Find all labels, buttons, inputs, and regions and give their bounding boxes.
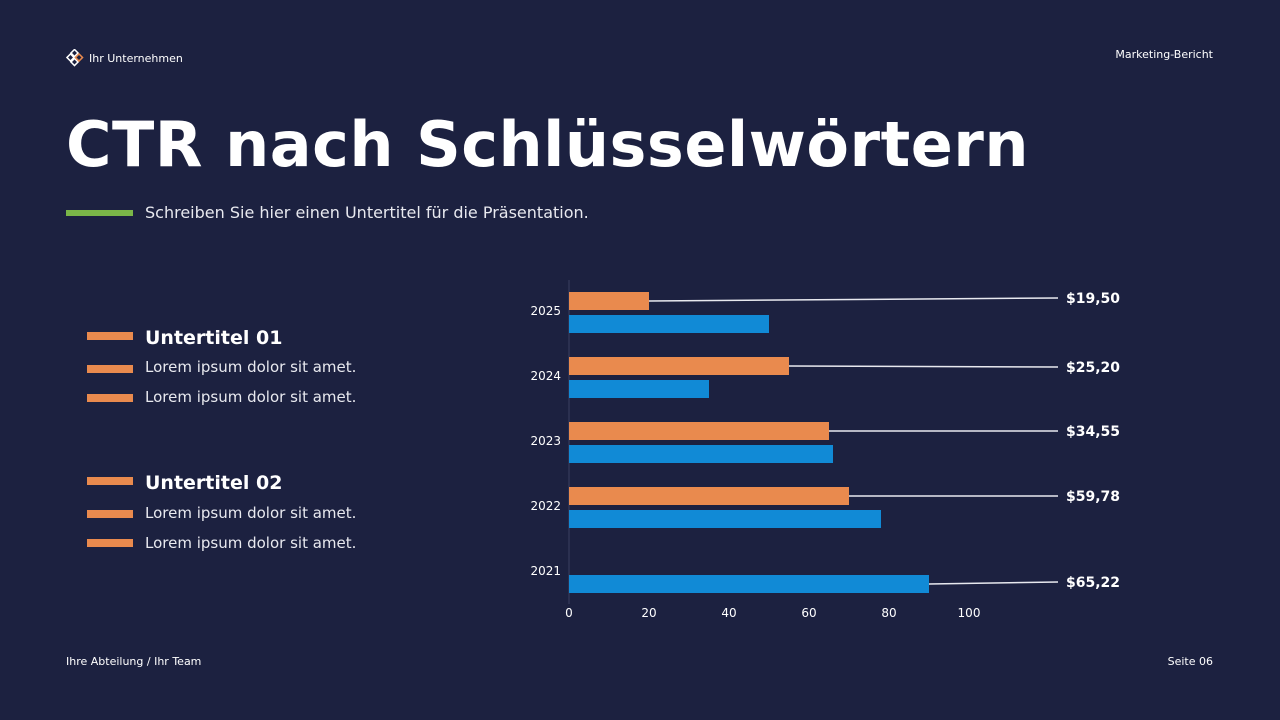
value-label: $34,55 [1066, 424, 1120, 440]
bullet-bar [87, 332, 133, 340]
x-tick-label: 20 [641, 606, 656, 620]
bar-2022-series1 [569, 487, 849, 505]
x-tick-label: 60 [801, 606, 816, 620]
y-tick-label: 2021 [530, 564, 561, 578]
value-label: $19,50 [1066, 291, 1120, 307]
x-tick-label: 0 [565, 606, 573, 620]
x-tick-label: 80 [881, 606, 896, 620]
company-logo: Ihr Unternehmen [66, 49, 183, 67]
bar-2024-series2 [569, 380, 709, 398]
diamond-grid-icon [66, 49, 84, 67]
value-label: $25,20 [1066, 360, 1120, 376]
bullet-bar [87, 394, 133, 402]
value-label: $65,22 [1066, 575, 1120, 591]
y-tick-label: 2024 [530, 369, 561, 383]
bar-2025-series2 [569, 315, 769, 333]
bullet-bar [87, 477, 133, 485]
x-tick-label: 100 [958, 606, 981, 620]
bar-2023-series1 [569, 422, 829, 440]
accent-line [66, 210, 133, 216]
bullet-bar [87, 365, 133, 373]
bullet-bar [87, 510, 133, 518]
bar-2024-series1 [569, 357, 789, 375]
page-subtitle: Schreiben Sie hier einen Untertitel für … [145, 203, 589, 222]
y-tick-label: 2025 [530, 304, 561, 318]
footer-team: Ihre Abteilung / Ihr Team [66, 655, 202, 668]
value-label: $59,78 [1066, 489, 1120, 505]
y-tick-label: 2023 [530, 434, 561, 448]
section-heading: Untertitel 01 [145, 327, 283, 349]
bar-2021-series2 [569, 575, 929, 593]
report-name: Marketing-Bericht [1115, 48, 1213, 61]
page-title: CTR nach Schlüsselwörtern [66, 108, 1029, 181]
page-number: Seite 06 [1167, 655, 1213, 668]
bar-2025-series1 [569, 292, 649, 310]
section-heading: Untertitel 02 [145, 472, 283, 494]
bullet-bar [87, 539, 133, 547]
leader-line [788, 365, 1059, 368]
leader-line [928, 581, 1059, 585]
list-item: Lorem ipsum dolor sit amet. [145, 388, 357, 406]
list-item: Lorem ipsum dolor sit amet. [145, 358, 357, 376]
leader-line [648, 297, 1059, 302]
bar-2022-series2 [569, 510, 881, 528]
company-name: Ihr Unternehmen [89, 51, 183, 65]
bar-2023-series2 [569, 445, 833, 463]
y-tick-label: 2022 [530, 499, 561, 513]
list-item: Lorem ipsum dolor sit amet. [145, 534, 357, 552]
list-item: Lorem ipsum dolor sit amet. [145, 504, 357, 522]
x-tick-label: 40 [721, 606, 736, 620]
